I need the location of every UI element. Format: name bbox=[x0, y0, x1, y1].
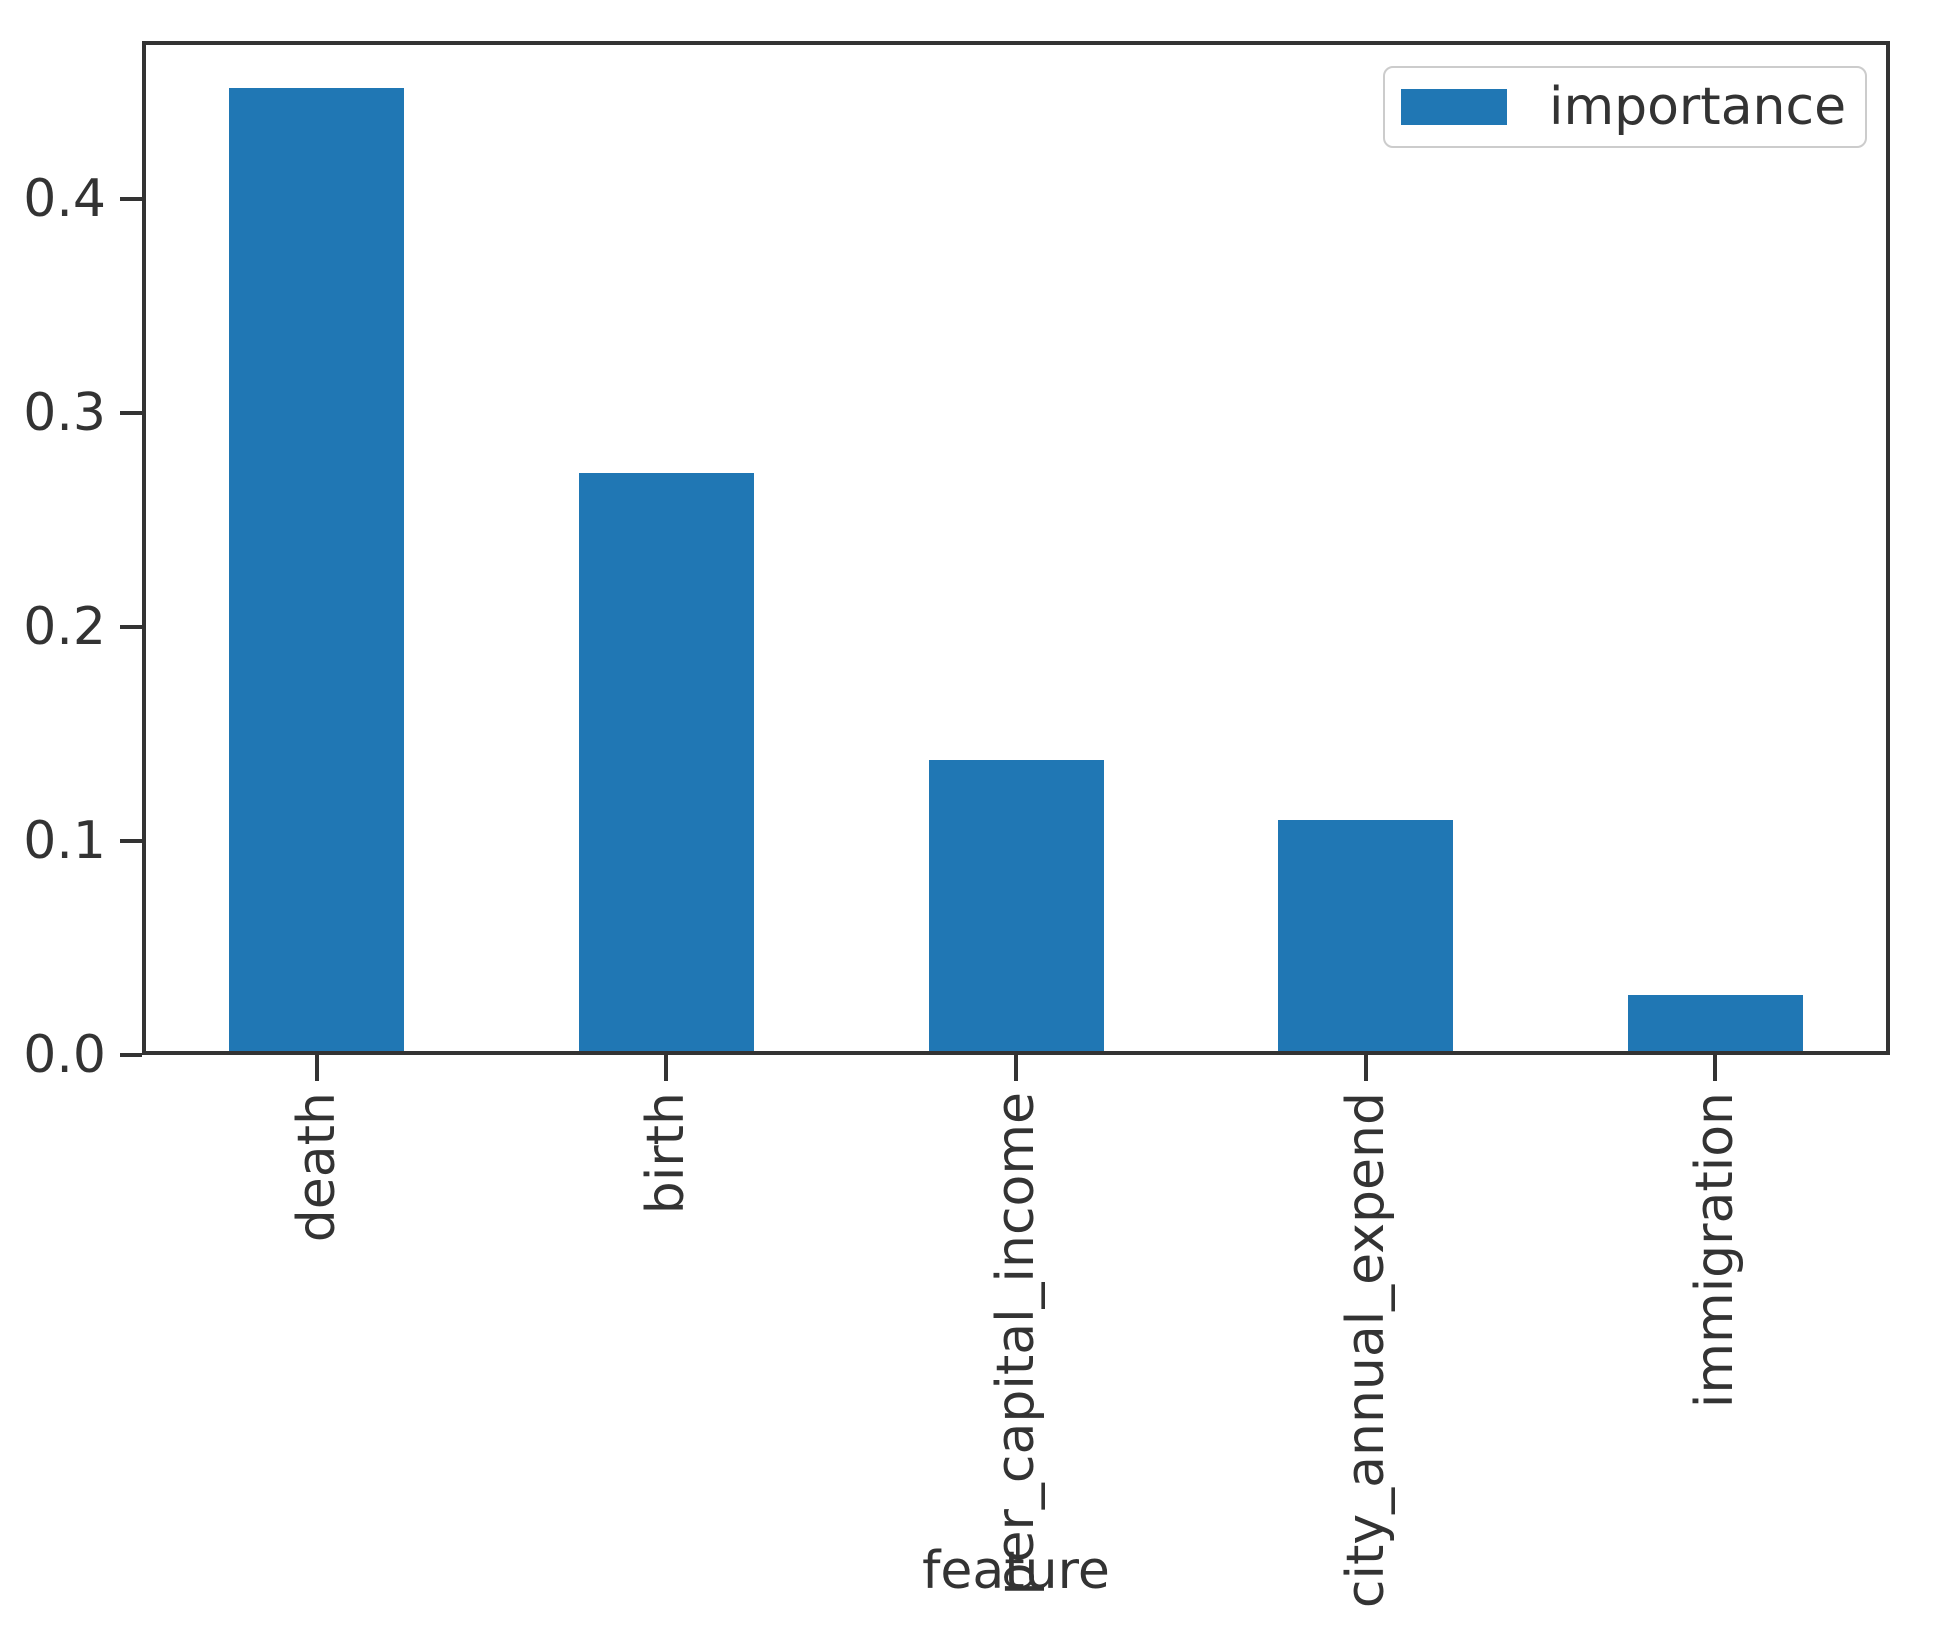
legend-label: importance bbox=[1549, 77, 1847, 137]
y-tick-0.0 bbox=[120, 1053, 142, 1057]
x-tick-death bbox=[315, 1055, 319, 1081]
x-tick-label-birth: birth bbox=[636, 1092, 696, 1215]
x-tick-per_capital_income bbox=[1014, 1055, 1018, 1081]
y-tick-label-0.3: 0.3 bbox=[23, 383, 106, 443]
y-tick-label-0.0: 0.0 bbox=[23, 1025, 106, 1085]
x-axis-title: feature bbox=[922, 1541, 1110, 1601]
x-tick-label-per_capital_income: per_capital_income bbox=[986, 1092, 1046, 1596]
y-tick-0.1 bbox=[120, 839, 142, 843]
bar-immigration bbox=[1628, 995, 1803, 1051]
y-tick-0.4 bbox=[120, 197, 142, 201]
legend-swatch bbox=[1401, 89, 1507, 125]
bar-birth bbox=[579, 473, 754, 1051]
y-tick-0.3 bbox=[120, 411, 142, 415]
x-tick-birth bbox=[664, 1055, 668, 1081]
x-tick-label-immigration: immigration bbox=[1685, 1092, 1745, 1409]
legend: importance bbox=[1383, 66, 1867, 148]
bar-city_annual_expend bbox=[1278, 820, 1453, 1051]
plot-area bbox=[142, 41, 1890, 1055]
y-tick-label-0.4: 0.4 bbox=[23, 169, 106, 229]
y-tick-0.2 bbox=[120, 625, 142, 629]
x-tick-city_annual_expend bbox=[1364, 1055, 1368, 1081]
bar-per_capital_income bbox=[929, 760, 1104, 1051]
bar-death bbox=[229, 88, 404, 1051]
y-tick-label-0.2: 0.2 bbox=[23, 597, 106, 657]
x-tick-immigration bbox=[1713, 1055, 1717, 1081]
x-tick-label-city_annual_expend: city_annual_expend bbox=[1336, 1092, 1396, 1609]
y-tick-label-0.1: 0.1 bbox=[23, 811, 106, 871]
x-tick-label-death: death bbox=[287, 1092, 347, 1243]
